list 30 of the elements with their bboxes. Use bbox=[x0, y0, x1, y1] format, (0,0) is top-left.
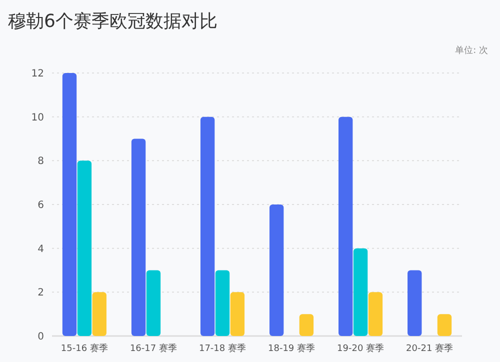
bar bbox=[408, 270, 422, 336]
bar bbox=[368, 292, 383, 336]
bar bbox=[269, 204, 284, 336]
bar bbox=[131, 138, 146, 336]
bar bbox=[92, 292, 106, 336]
bar bbox=[146, 270, 161, 336]
bar bbox=[299, 314, 314, 336]
y-tick-label: 12 bbox=[31, 68, 44, 80]
chart-title: 穆勒6个赛季欧冠数据对比 bbox=[8, 11, 218, 32]
y-tick-label: 8 bbox=[38, 156, 44, 168]
bar bbox=[62, 73, 77, 336]
x-tick-label: 17-18 赛季 bbox=[198, 343, 246, 354]
y-tick-label: 2 bbox=[38, 288, 44, 299]
x-tick-label: 20-21 赛季 bbox=[406, 343, 454, 354]
bar bbox=[338, 116, 353, 336]
y-tick-label: 4 bbox=[38, 244, 44, 255]
y-tick-label: 6 bbox=[38, 200, 44, 211]
x-tick-label: 19-20 赛季 bbox=[337, 343, 384, 354]
x-tick-label: 15-16 赛季 bbox=[60, 343, 108, 354]
bar bbox=[215, 270, 230, 336]
y-tick-label: 10 bbox=[31, 112, 44, 124]
bar bbox=[437, 314, 452, 336]
x-tick-label: 18-19 赛季 bbox=[268, 343, 316, 354]
bar bbox=[200, 116, 215, 336]
y-tick-label: 0 bbox=[38, 332, 44, 342]
bar bbox=[230, 292, 245, 336]
text: 单位: 次 bbox=[455, 45, 488, 56]
bar bbox=[77, 160, 92, 336]
x-tick-label: 16-17 赛季 bbox=[130, 343, 177, 354]
bar bbox=[353, 248, 368, 336]
